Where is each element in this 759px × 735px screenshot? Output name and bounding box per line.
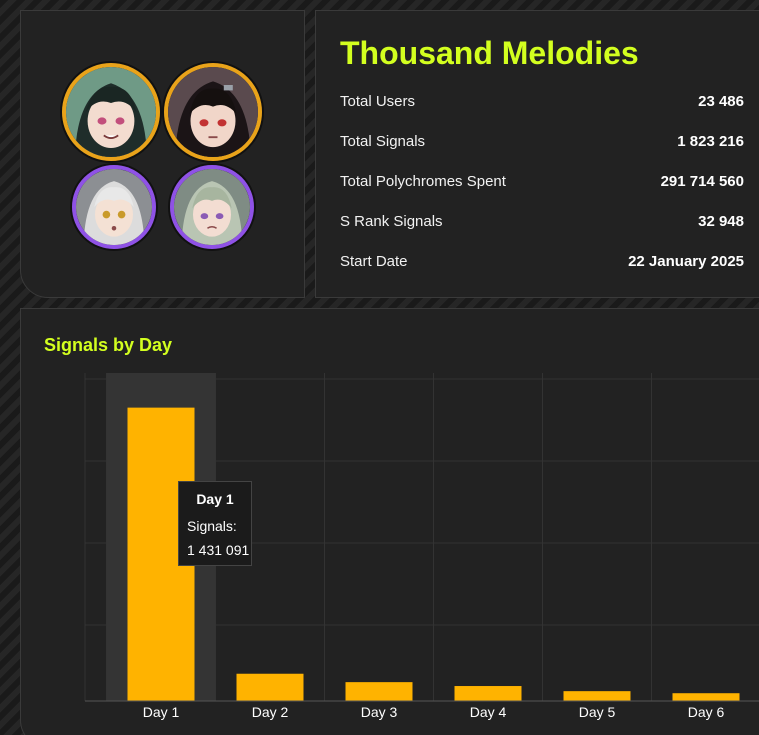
bar-day-2[interactable] bbox=[236, 673, 304, 701]
banner-title: Thousand Melodies bbox=[340, 35, 639, 71]
x-tick-label: Day 4 bbox=[470, 704, 507, 720]
stat-row-start-date: Start Date 22 January 2025 bbox=[340, 253, 744, 273]
agent-portrait-dark-green-hair[interactable] bbox=[62, 63, 160, 161]
portrait-image bbox=[76, 169, 152, 245]
bar-day-4[interactable] bbox=[454, 686, 522, 701]
stat-label: Start Date bbox=[340, 253, 408, 270]
bar-day-5[interactable] bbox=[563, 691, 631, 701]
stat-value: 23 486 bbox=[698, 93, 744, 110]
x-tick-label: Day 2 bbox=[252, 704, 289, 720]
portrait-image bbox=[66, 67, 156, 157]
stat-label: Total Signals bbox=[340, 133, 426, 150]
stat-label: Total Users bbox=[340, 93, 416, 110]
stat-value: 22 January 2025 bbox=[628, 253, 744, 270]
x-tick-label: Day 5 bbox=[579, 704, 616, 720]
portrait-image bbox=[174, 169, 250, 245]
signals-bar-chart: Day 1 Day 2 Day 3 Day 4 Day 5 Day 6 bbox=[84, 373, 759, 720]
stat-row-s-rank-signals: S Rank Signals 32 948 bbox=[340, 213, 744, 233]
tooltip-title: Day 1 bbox=[196, 491, 234, 507]
bar-day-6[interactable] bbox=[672, 693, 740, 701]
x-tick-label: Day 6 bbox=[688, 704, 725, 720]
stat-row-total-users: Total Users 23 486 bbox=[340, 93, 744, 113]
stat-value: 32 948 bbox=[698, 213, 744, 230]
stat-label: S Rank Signals bbox=[340, 213, 443, 230]
signals-by-day-panel: Signals by Day Day 1 Day 2 Day 3 Day 4 Day 5… bbox=[20, 308, 759, 735]
agent-portrait-green-hair[interactable] bbox=[170, 165, 254, 249]
agent-portrait-black-hair[interactable] bbox=[164, 63, 262, 161]
stat-value: 1 823 216 bbox=[677, 133, 744, 150]
stat-value: 291 714 560 bbox=[660, 173, 744, 190]
chart-title: Signals by Day bbox=[44, 335, 173, 355]
tooltip-value: 1 431 091 bbox=[187, 542, 250, 558]
tooltip-label: Signals: bbox=[187, 518, 237, 534]
portrait-image bbox=[168, 67, 258, 157]
x-tick-label: Day 3 bbox=[361, 704, 398, 720]
bar-day-3[interactable] bbox=[345, 682, 413, 701]
banner-stats-panel: Thousand Melodies Total Users 23 486 Tot… bbox=[315, 10, 759, 298]
x-tick-label: Day 1 bbox=[143, 704, 180, 720]
chart-tooltip: Day 1 Signals: 1 431 091 bbox=[178, 481, 252, 566]
stat-label: Total Polychromes Spent bbox=[340, 173, 506, 190]
agent-portraits-panel bbox=[20, 10, 305, 298]
stat-row-total-signals: Total Signals 1 823 216 bbox=[340, 133, 744, 153]
stat-row-total-polychromes: Total Polychromes Spent 291 714 560 bbox=[340, 173, 744, 193]
agent-portrait-white-hair[interactable] bbox=[72, 165, 156, 249]
